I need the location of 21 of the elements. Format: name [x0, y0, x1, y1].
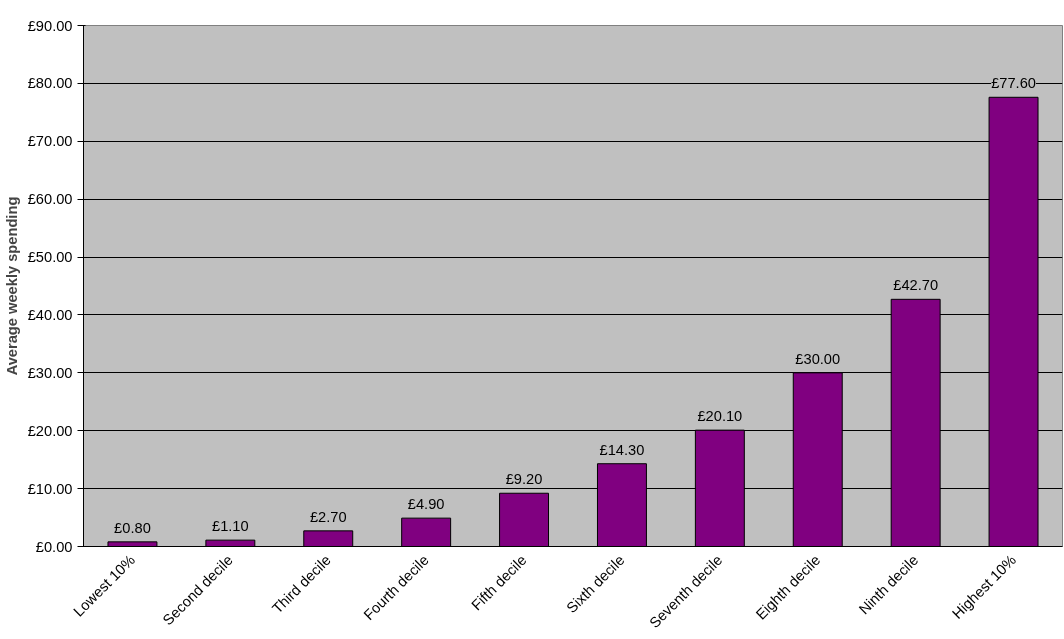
y-tick-label: £90.00 — [27, 17, 73, 34]
data-label: £4.90 — [407, 496, 445, 513]
y-tick-label: £40.00 — [27, 306, 73, 323]
data-label: £1.10 — [212, 518, 249, 535]
data-label: £0.80 — [114, 519, 151, 536]
y-tick-label: £50.00 — [27, 249, 73, 266]
data-label: £20.10 — [697, 408, 743, 425]
data-label: £14.30 — [599, 441, 645, 458]
data-label: £77.60 — [991, 75, 1036, 92]
data-label: £2.70 — [309, 508, 347, 525]
y-tick-label: £30.00 — [27, 364, 73, 381]
data-label: £9.20 — [505, 471, 543, 488]
y-tick-label: £0.00 — [35, 538, 73, 555]
y-tick-label: £20.00 — [27, 422, 73, 439]
y-tick-label: £10.00 — [27, 480, 73, 497]
y-tick-label: £60.00 — [27, 191, 73, 208]
y-axis-title: Average weekly spending — [3, 196, 20, 376]
data-label: £42.70 — [893, 277, 939, 294]
data-label: £30.00 — [795, 350, 841, 367]
y-tick-label: £70.00 — [27, 133, 73, 150]
y-tick-label: £80.00 — [27, 75, 73, 92]
